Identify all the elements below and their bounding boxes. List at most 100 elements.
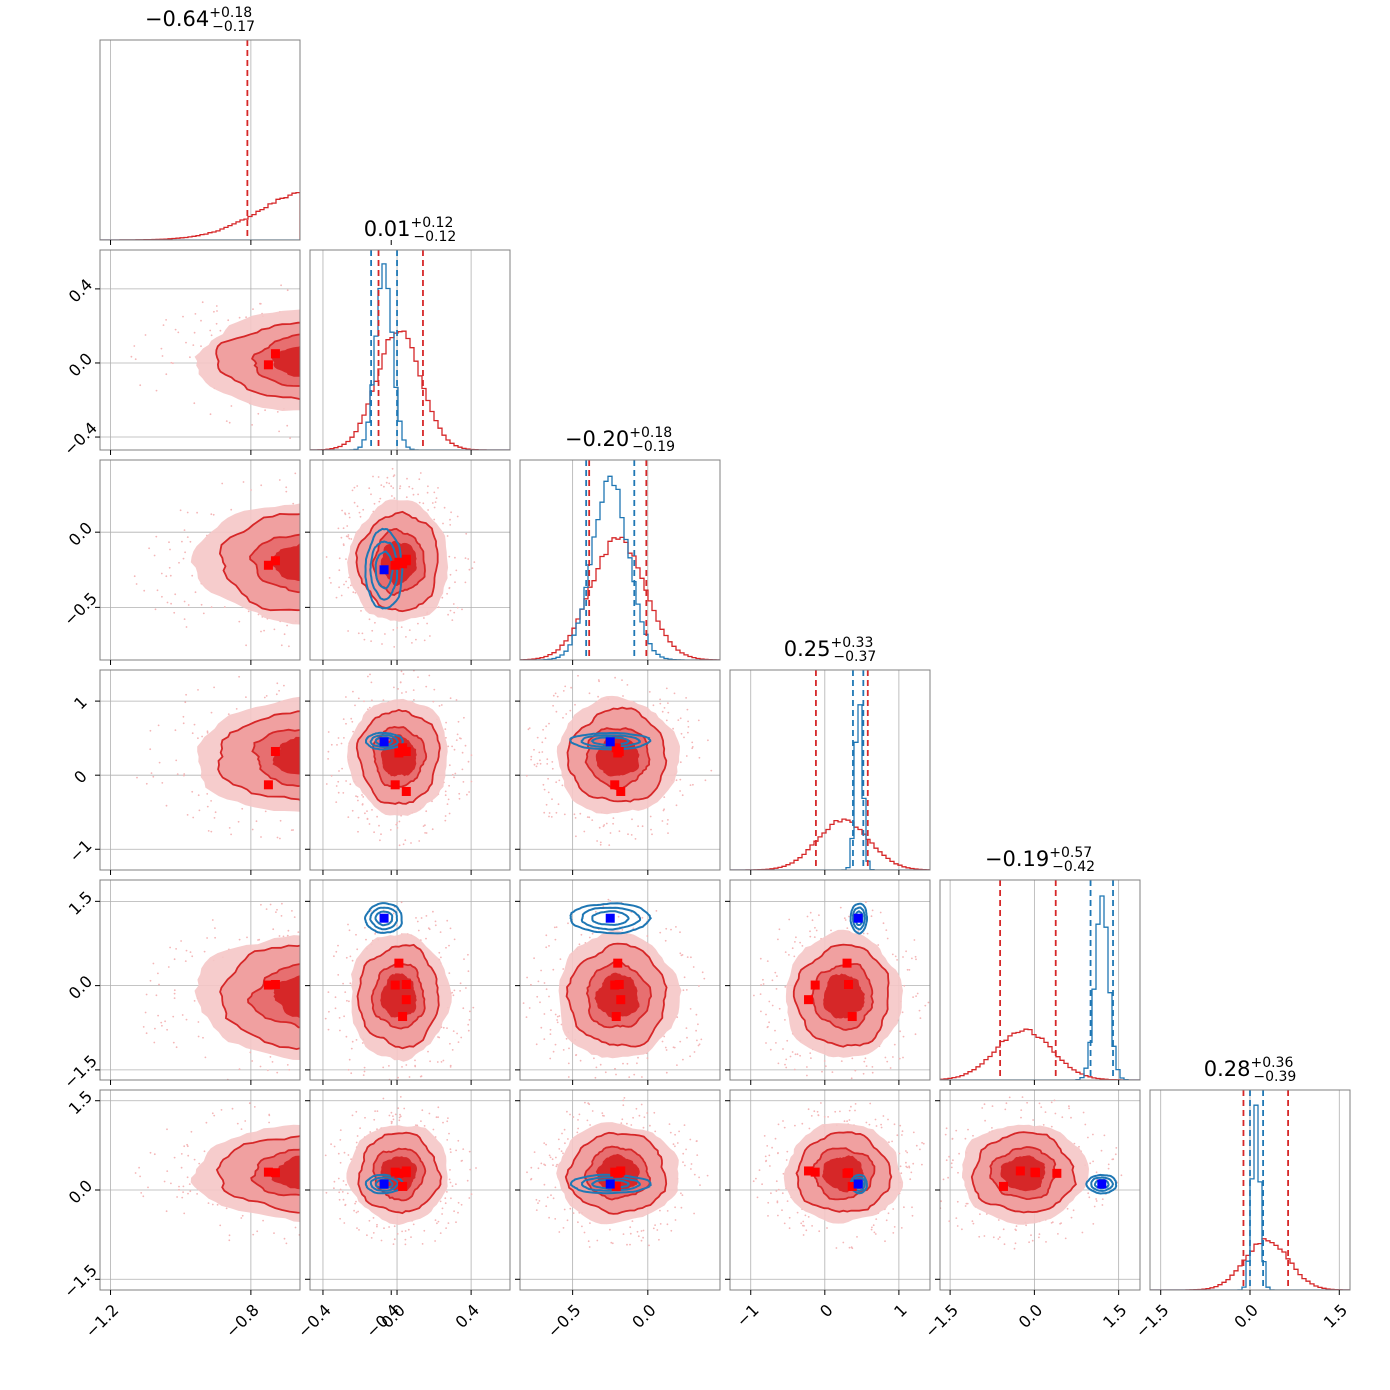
sample-point [474, 536, 476, 538]
sample-point [166, 1128, 168, 1131]
sample-point [596, 1239, 599, 1242]
sample-point [280, 284, 282, 287]
sample-point [457, 1139, 460, 1142]
sample-point [434, 1240, 436, 1242]
sample-point [187, 1192, 189, 1195]
sample-point [759, 993, 762, 995]
sample-point [293, 916, 296, 918]
sample-point [181, 1014, 184, 1016]
sample-point [783, 1126, 786, 1129]
sample-point [342, 718, 345, 720]
sample-point [869, 1102, 872, 1105]
blue-marker [853, 1179, 863, 1189]
sample-point [796, 1053, 799, 1056]
red-marker [847, 1181, 857, 1191]
sample-point [608, 844, 611, 846]
sample-point [622, 1233, 625, 1235]
sample-point [419, 934, 421, 936]
sample-point [209, 413, 212, 416]
sample-point [771, 1146, 773, 1149]
sample-point [873, 1231, 876, 1234]
blue-contour [849, 902, 868, 935]
sample-point [903, 1206, 905, 1209]
sample-point [426, 491, 429, 494]
sample-point [411, 487, 414, 490]
sample-point [680, 732, 683, 735]
sample-point [426, 688, 428, 690]
sample-point [911, 1206, 913, 1209]
sample-point [414, 691, 416, 693]
sample-point [418, 478, 421, 481]
sample-point [472, 765, 474, 767]
sample-point [693, 1051, 696, 1053]
sample-point [353, 1209, 355, 1212]
sample-point [464, 597, 466, 599]
sample-point [872, 1224, 875, 1227]
sample-point [979, 1213, 981, 1216]
sample-point [913, 939, 916, 941]
sample-point [238, 620, 241, 623]
sample-point [692, 966, 695, 968]
panel-frame [309, 459, 511, 661]
sample-point [350, 1047, 353, 1050]
title-value: 0.28 [1204, 1057, 1251, 1081]
sample-point [631, 1220, 634, 1222]
sample-point [811, 1225, 813, 1227]
sample-point [355, 1141, 358, 1144]
sample-point [555, 1165, 558, 1168]
sample-point [950, 1166, 953, 1169]
blue-marker [605, 913, 615, 923]
sample-point [591, 819, 594, 821]
sample-point [558, 1148, 561, 1150]
sample-point [314, 289, 316, 291]
red-marker [401, 995, 411, 1005]
sample-point [558, 779, 561, 782]
sample-point [901, 1011, 904, 1014]
sample-point [212, 513, 215, 516]
title-lower-error: −0.39 [1253, 1069, 1296, 1085]
sample-point [489, 988, 491, 990]
panel-frame [99, 459, 301, 661]
sample-point [361, 1087, 363, 1089]
sample-point [910, 1171, 913, 1174]
sample-point [418, 398, 420, 400]
sample-point [796, 1211, 799, 1214]
sample-point [921, 1163, 923, 1166]
sample-point [839, 1110, 841, 1113]
sample-point [193, 331, 196, 334]
sample-point [306, 473, 308, 475]
sample-point [407, 309, 409, 311]
sample-point [380, 1239, 383, 1242]
sample-point [419, 396, 421, 398]
sample-point [937, 1187, 939, 1189]
sample-point [547, 791, 550, 794]
sample-point [316, 827, 318, 829]
sample-point [276, 1071, 279, 1074]
sample-point [1053, 1099, 1056, 1102]
sample-point [447, 935, 449, 937]
sample-point [704, 779, 707, 782]
sample-point [378, 650, 380, 652]
sample-point [664, 1046, 667, 1049]
sample-point [687, 726, 690, 728]
sample-point [357, 799, 359, 802]
red-marker [810, 980, 820, 990]
sample-point [799, 1054, 801, 1057]
sample-point [392, 629, 395, 631]
sample-point [909, 1178, 912, 1181]
sample-point [361, 794, 363, 796]
sample-point [405, 636, 407, 638]
sample-point [273, 1232, 275, 1234]
sample-point [347, 630, 349, 632]
sample-point [777, 1123, 780, 1126]
sample-point [682, 1152, 685, 1155]
sample-point [411, 642, 413, 644]
sample-point [276, 836, 279, 839]
sample-point [448, 812, 451, 815]
sample-point [453, 776, 455, 779]
sample-point [463, 716, 465, 719]
sample-point [758, 1169, 761, 1171]
sample-point [439, 931, 442, 933]
sample-point [1078, 1145, 1080, 1148]
sample-point [574, 817, 577, 819]
